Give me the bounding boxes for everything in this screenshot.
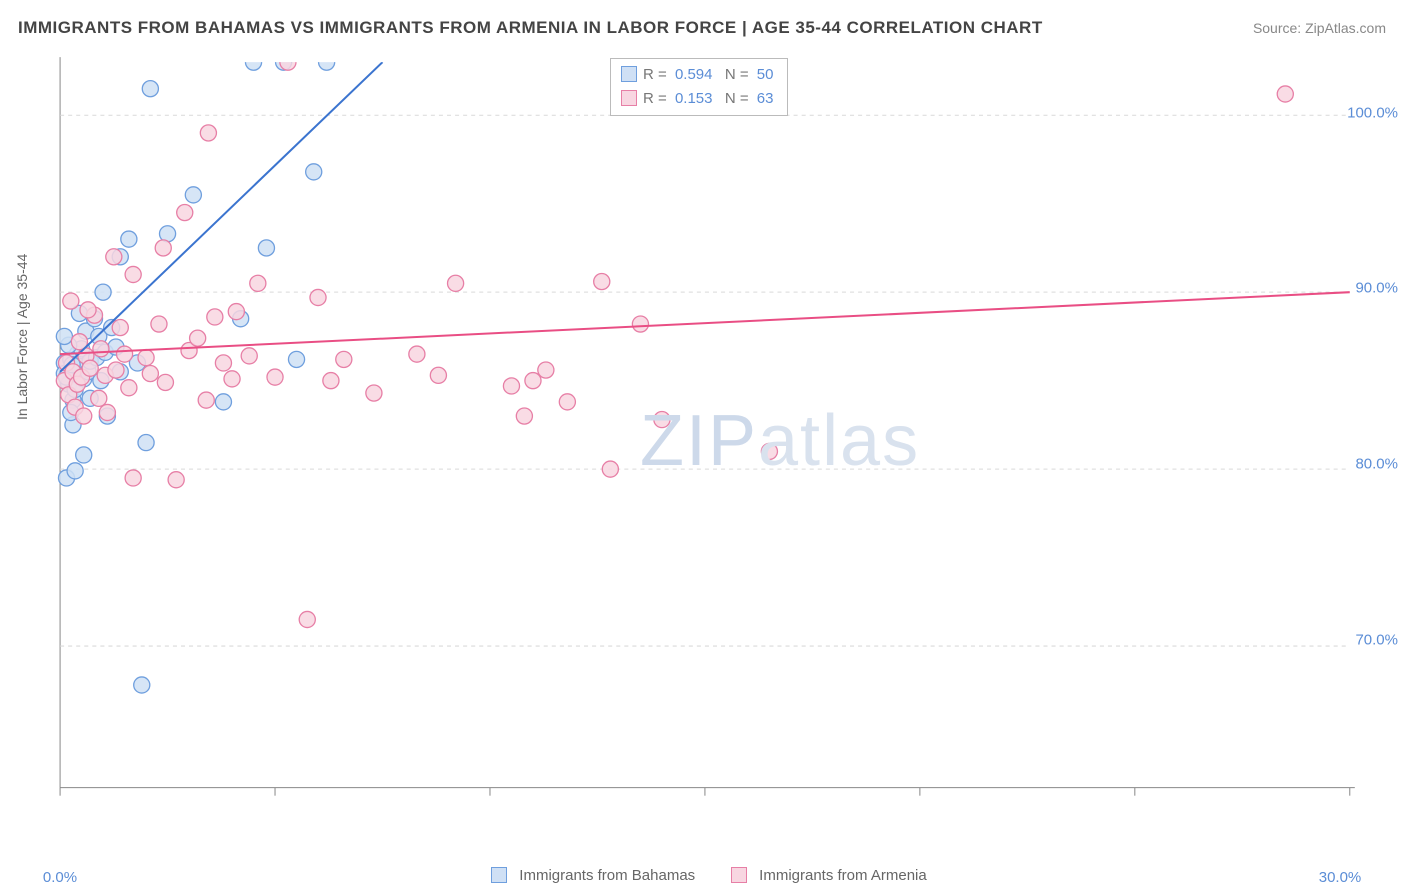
legend-item: Immigrants from Armenia [719,867,927,884]
series-1 [56,54,1293,627]
correlation-scatter-chart [50,50,1380,830]
y-axis-label: In Labor Force | Age 35-44 [14,254,30,420]
y-tick-label: 90.0% [1355,280,1398,297]
legend-item: Immigrants from Bahamas [479,867,695,884]
correlation-legend: R = 0.594 N = 50R = 0.153 N = 63 [610,58,788,116]
y-tick-label: 70.0% [1355,631,1398,648]
source-attribution: Source: ZipAtlas.com [1253,20,1386,36]
y-tick-label: 80.0% [1355,455,1398,472]
x-tick-label: 0.0% [43,869,77,886]
chart-title: IMMIGRANTS FROM BAHAMAS VS IMMIGRANTS FR… [18,18,1043,38]
bottom-legend: Immigrants from Bahamas Immigrants from A… [0,867,1406,884]
y-tick-label: 100.0% [1347,104,1398,121]
x-tick-label: 30.0% [1319,869,1362,886]
